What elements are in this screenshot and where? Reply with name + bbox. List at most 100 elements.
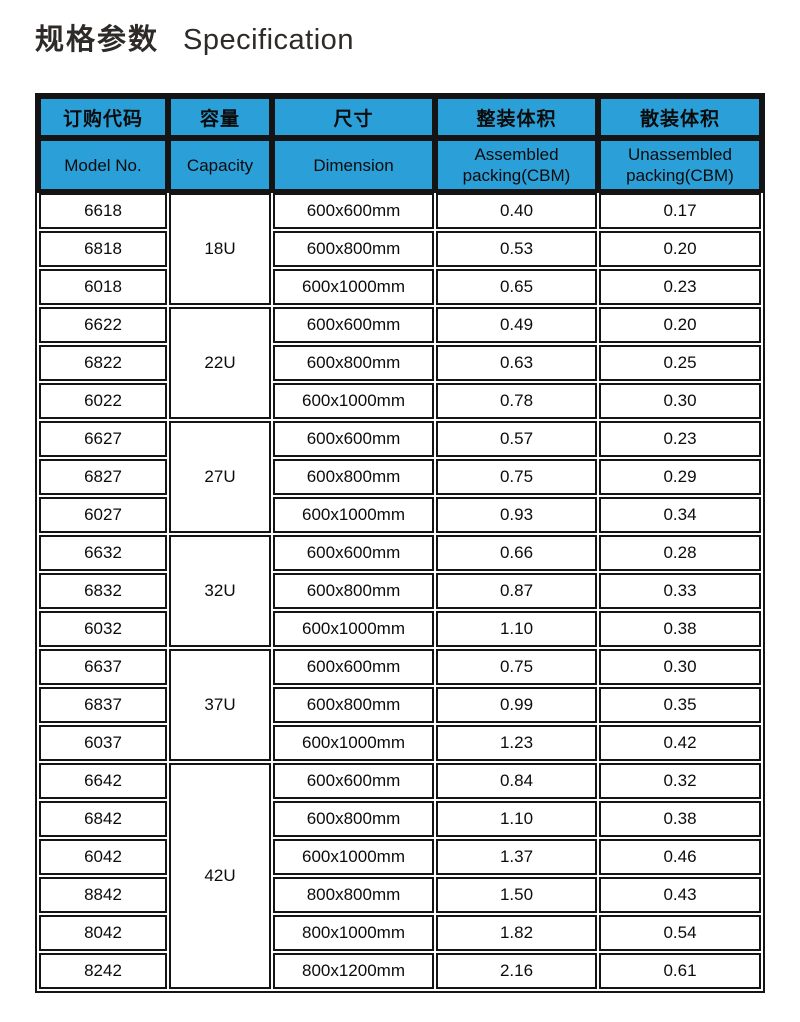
dimension-cell: 600x800mm [273, 573, 434, 610]
model-no-cell: 6642 [39, 763, 167, 800]
capacity-cell: 22U [169, 307, 271, 420]
dimension-cell: 600x800mm [273, 687, 434, 724]
model-no-cell: 6027 [39, 497, 167, 534]
dimension-cell: 600x800mm [273, 345, 434, 382]
unassembled-packing-cell: 0.20 [599, 307, 761, 344]
assembled-packing-cell: 0.65 [436, 269, 597, 306]
unassembled-packing-cell: 0.35 [599, 687, 761, 724]
model-no-cell: 6042 [39, 839, 167, 876]
table-row: 6832 600x800mm 0.87 0.33 [39, 573, 761, 610]
table-header: 订购代码 容量 尺寸 整装体积 散装体积 Model No. Capacity … [39, 97, 761, 192]
assembled-packing-cell: 0.57 [436, 421, 597, 458]
table-row: 6622 22U 600x600mm 0.49 0.20 [39, 307, 761, 420]
table-row: 6037 600x1000mm 1.23 0.42 [39, 725, 761, 762]
dimension-cell: 600x1000mm [273, 611, 434, 648]
unassembled-packing-cell: 0.46 [599, 839, 761, 876]
model-no-cell: 6018 [39, 269, 167, 306]
page-title: 规格参数 Specification [35, 24, 765, 57]
dimension-cell: 600x1000mm [273, 269, 434, 306]
table-row: 6632 32U 600x600mm 0.66 0.28 [39, 535, 761, 648]
assembled-packing-cell: 0.84 [436, 763, 597, 800]
table-row: 6022 600x1000mm 0.78 0.30 [39, 383, 761, 420]
table-row: 6637 37U 600x600mm 0.75 0.30 [39, 649, 761, 762]
unassembled-packing-cell: 0.28 [599, 535, 761, 572]
dimension-cell: 600x600mm [273, 193, 434, 230]
unassembled-packing-cell: 0.43 [599, 877, 761, 914]
assembled-packing-cell: 0.99 [436, 687, 597, 724]
assembled-packing-cell: 0.53 [436, 231, 597, 268]
model-no-cell: 8042 [39, 915, 167, 952]
model-no-cell: 6632 [39, 535, 167, 572]
unassembled-packing-cell: 0.38 [599, 801, 761, 838]
table-row: 6018 600x1000mm 0.65 0.23 [39, 269, 761, 306]
model-no-cell: 8842 [39, 877, 167, 914]
table-row: 6042 600x1000mm 1.37 0.46 [39, 839, 761, 876]
dimension-cell: 800x1000mm [273, 915, 434, 952]
model-no-cell: 6832 [39, 573, 167, 610]
table-row: 8842 800x800mm 1.50 0.43 [39, 877, 761, 914]
model-no-cell: 6627 [39, 421, 167, 458]
model-no-cell: 6822 [39, 345, 167, 382]
model-no-cell: 6618 [39, 193, 167, 230]
unassembled-packing-cell: 0.33 [599, 573, 761, 610]
dimension-cell: 600x600mm [273, 307, 434, 344]
capacity-cell: 18U [169, 193, 271, 306]
assembled-packing-cell: 1.10 [436, 611, 597, 648]
assembled-packing-cell: 2.16 [436, 953, 597, 990]
header-capacity-zh: 容量 [169, 97, 271, 138]
table-row: 6822 600x800mm 0.63 0.25 [39, 345, 761, 382]
model-no-cell: 6022 [39, 383, 167, 420]
assembled-packing-cell: 1.82 [436, 915, 597, 952]
assembled-packing-cell: 0.93 [436, 497, 597, 534]
dimension-cell: 600x1000mm [273, 839, 434, 876]
assembled-packing-cell: 1.23 [436, 725, 597, 762]
assembled-packing-cell: 1.50 [436, 877, 597, 914]
model-no-cell: 6818 [39, 231, 167, 268]
model-no-cell: 6827 [39, 459, 167, 496]
dimension-cell: 800x1200mm [273, 953, 434, 990]
model-no-cell: 6032 [39, 611, 167, 648]
unassembled-packing-cell: 0.30 [599, 649, 761, 686]
capacity-cell: 42U [169, 763, 271, 990]
header-unassembled-en: Unassembled packing(CBM) [599, 139, 761, 192]
table-row: 6827 600x800mm 0.75 0.29 [39, 459, 761, 496]
table-row: 6842 600x800mm 1.10 0.38 [39, 801, 761, 838]
assembled-packing-cell: 0.75 [436, 649, 597, 686]
unassembled-packing-cell: 0.20 [599, 231, 761, 268]
table-row: 6642 42U 600x600mm 0.84 0.32 [39, 763, 761, 990]
table-row: 6618 18U 600x600mm 0.40 0.17 [39, 193, 761, 306]
header-dimension-zh: 尺寸 [273, 97, 434, 138]
model-no-cell: 6622 [39, 307, 167, 344]
table-row: 6837 600x800mm 0.99 0.35 [39, 687, 761, 724]
unassembled-packing-cell: 0.54 [599, 915, 761, 952]
assembled-packing-cell: 0.78 [436, 383, 597, 420]
table-row: 6032 600x1000mm 1.10 0.38 [39, 611, 761, 648]
dimension-cell: 600x1000mm [273, 383, 434, 420]
model-no-cell: 8242 [39, 953, 167, 990]
dimension-cell: 600x800mm [273, 459, 434, 496]
table-row: 6818 600x800mm 0.53 0.20 [39, 231, 761, 268]
unassembled-packing-cell: 0.25 [599, 345, 761, 382]
dimension-cell: 600x800mm [273, 231, 434, 268]
header-capacity-en: Capacity [169, 139, 271, 192]
page-title-zh: 规格参数 [35, 24, 160, 56]
dimension-cell: 600x600mm [273, 421, 434, 458]
header-unassembled-zh: 散装体积 [599, 97, 761, 138]
unassembled-packing-cell: 0.61 [599, 953, 761, 990]
assembled-packing-cell: 0.40 [436, 193, 597, 230]
dimension-cell: 600x600mm [273, 649, 434, 686]
dimension-cell: 600x600mm [273, 763, 434, 800]
table-body: 6618 18U 600x600mm 0.40 0.17 6818 600x800mm 0.5… [39, 193, 761, 990]
table-row: 8242 800x1200mm 2.16 0.61 [39, 953, 761, 990]
header-model-en: Model No. [39, 139, 167, 192]
specification-table: 订购代码 容量 尺寸 整装体积 散装体积 Model No. Capacity … [35, 93, 765, 994]
unassembled-packing-cell: 0.23 [599, 269, 761, 306]
model-no-cell: 6837 [39, 687, 167, 724]
dimension-cell: 800x800mm [273, 877, 434, 914]
header-model-zh: 订购代码 [39, 97, 167, 138]
capacity-cell: 27U [169, 421, 271, 534]
capacity-cell: 37U [169, 649, 271, 762]
dimension-cell: 600x800mm [273, 801, 434, 838]
assembled-packing-cell: 0.49 [436, 307, 597, 344]
